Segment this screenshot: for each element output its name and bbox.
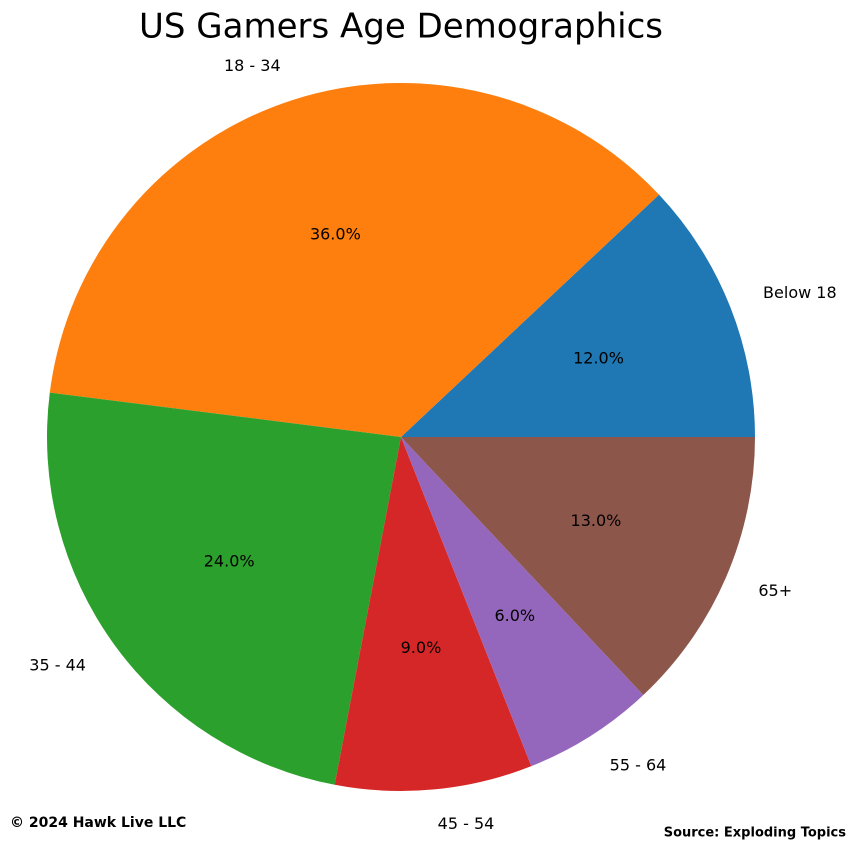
slice-label: 65+ bbox=[758, 581, 792, 600]
slice-label: 55 - 64 bbox=[610, 755, 667, 774]
pie-slice bbox=[47, 392, 402, 785]
value-label: 36.0% bbox=[310, 224, 361, 243]
slice-label: 35 - 44 bbox=[29, 655, 86, 674]
copyright: © 2024 Hawk Live LLC bbox=[10, 815, 186, 831]
pie-slice bbox=[49, 83, 660, 437]
slice-label: Below 18 bbox=[763, 283, 837, 302]
value-label: 9.0% bbox=[401, 638, 442, 657]
value-label: 6.0% bbox=[494, 606, 535, 625]
value-label: 12.0% bbox=[573, 348, 624, 367]
pie-slice bbox=[334, 437, 532, 791]
pie-slice bbox=[401, 437, 644, 767]
source: Source: Exploding Topics bbox=[664, 826, 847, 841]
pie-slice bbox=[401, 194, 755, 437]
slice-label: 18 - 34 bbox=[224, 56, 281, 75]
slice-label: 45 - 54 bbox=[438, 814, 495, 833]
pie-slice bbox=[401, 437, 755, 696]
chart-title: US Gamers Age Demographics bbox=[139, 7, 663, 47]
value-label: 13.0% bbox=[571, 511, 622, 530]
value-label: 24.0% bbox=[204, 551, 255, 570]
